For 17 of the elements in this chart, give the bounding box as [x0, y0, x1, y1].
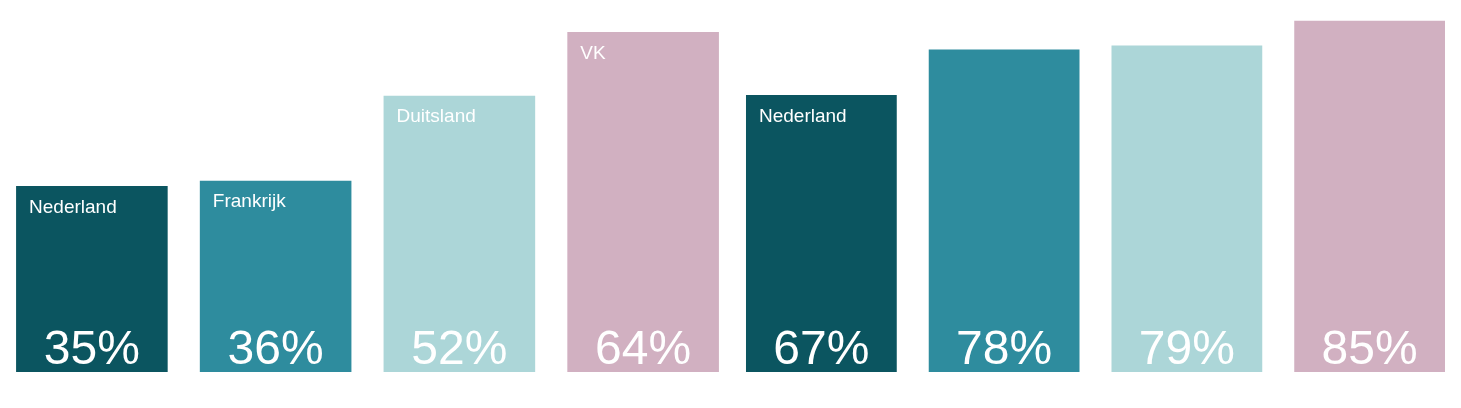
data-label: 85% — [1321, 321, 1418, 374]
bar — [383, 95, 536, 372]
x-tick-label: VK — [580, 41, 606, 63]
data-label: 52% — [411, 321, 508, 374]
data-label: 35% — [43, 321, 140, 374]
x-tick-label: Duitsland — [396, 105, 476, 127]
x-tick-label: Nederland — [758, 104, 847, 126]
x-tick-label: Frankrijk — [212, 190, 287, 212]
data-label: 64% — [595, 321, 692, 374]
bar — [16, 186, 168, 372]
data-label: 79% — [1138, 321, 1235, 374]
data-label: 67% — [773, 321, 870, 374]
bar — [567, 31, 719, 372]
data-label: 36% — [227, 321, 324, 374]
data-label: 78% — [956, 321, 1053, 374]
x-tick-label: Nederland — [29, 195, 117, 217]
bar — [199, 180, 352, 372]
